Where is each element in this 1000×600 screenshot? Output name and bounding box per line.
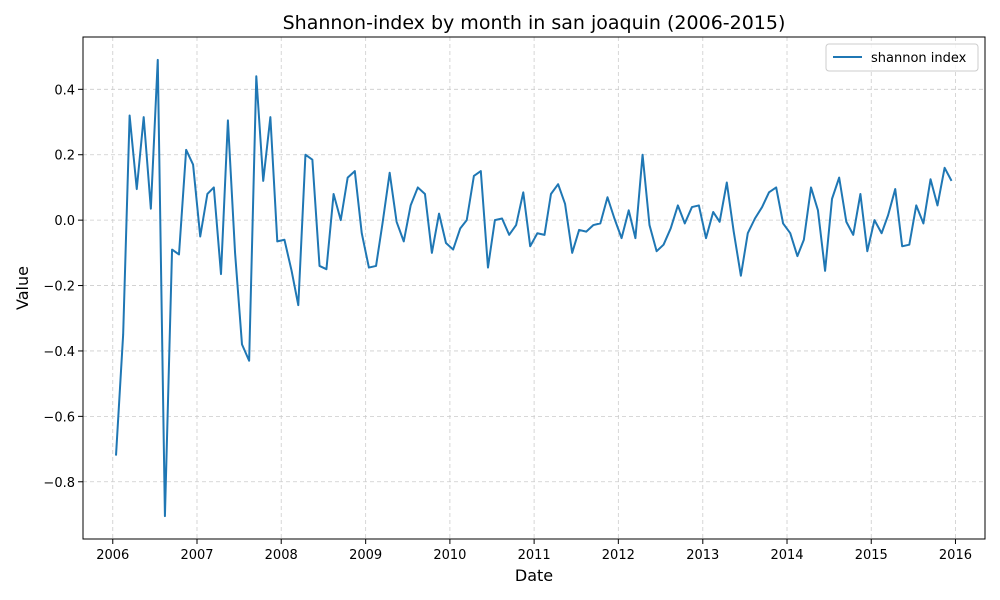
y-tick-label: 0.0 (54, 214, 75, 229)
y-tick-label: −0.8 (43, 476, 75, 491)
x-axis-label: Date (515, 566, 553, 585)
x-tick-label: 2009 (349, 548, 382, 563)
chart-title: Shannon-index by month in san joaquin (2… (283, 12, 786, 34)
x-tick-label: 2007 (180, 548, 213, 563)
y-tick-label: −0.6 (43, 410, 75, 425)
plot-area (82, 36, 986, 540)
y-tick-label: 0.2 (54, 149, 75, 164)
x-tick-label: 2011 (518, 548, 551, 563)
x-tick-label: 2016 (939, 548, 972, 563)
x-tick-label: 2008 (265, 548, 298, 563)
series-line-shannon-index (115, 58, 953, 518)
grid-lines (83, 37, 985, 539)
x-tick-label: 2014 (770, 548, 803, 563)
legend-box (825, 43, 979, 72)
x-tick-label: 2006 (96, 548, 129, 563)
x-axis-ticks: 2006 2007 2008 2009 2010 2011 2012 2013 2014 2015… (96, 539, 972, 563)
x-tick-label: 2012 (602, 548, 635, 563)
x-tick-label: 2015 (855, 548, 888, 563)
y-axis-ticks: −0.8 −0.6 −0.4 −0.2 0.0 0.2 0.4 (43, 83, 83, 491)
y-tick-label: 0.4 (54, 83, 75, 98)
x-tick-label: 2010 (433, 548, 466, 563)
legend-label-shannon-index: shannon index (871, 51, 967, 66)
y-axis-label: Value (13, 266, 32, 310)
y-tick-label: −0.4 (43, 345, 75, 360)
legend: shannon index (825, 43, 979, 72)
x-tick-label: 2013 (686, 548, 719, 563)
y-tick-label: −0.2 (43, 280, 75, 295)
